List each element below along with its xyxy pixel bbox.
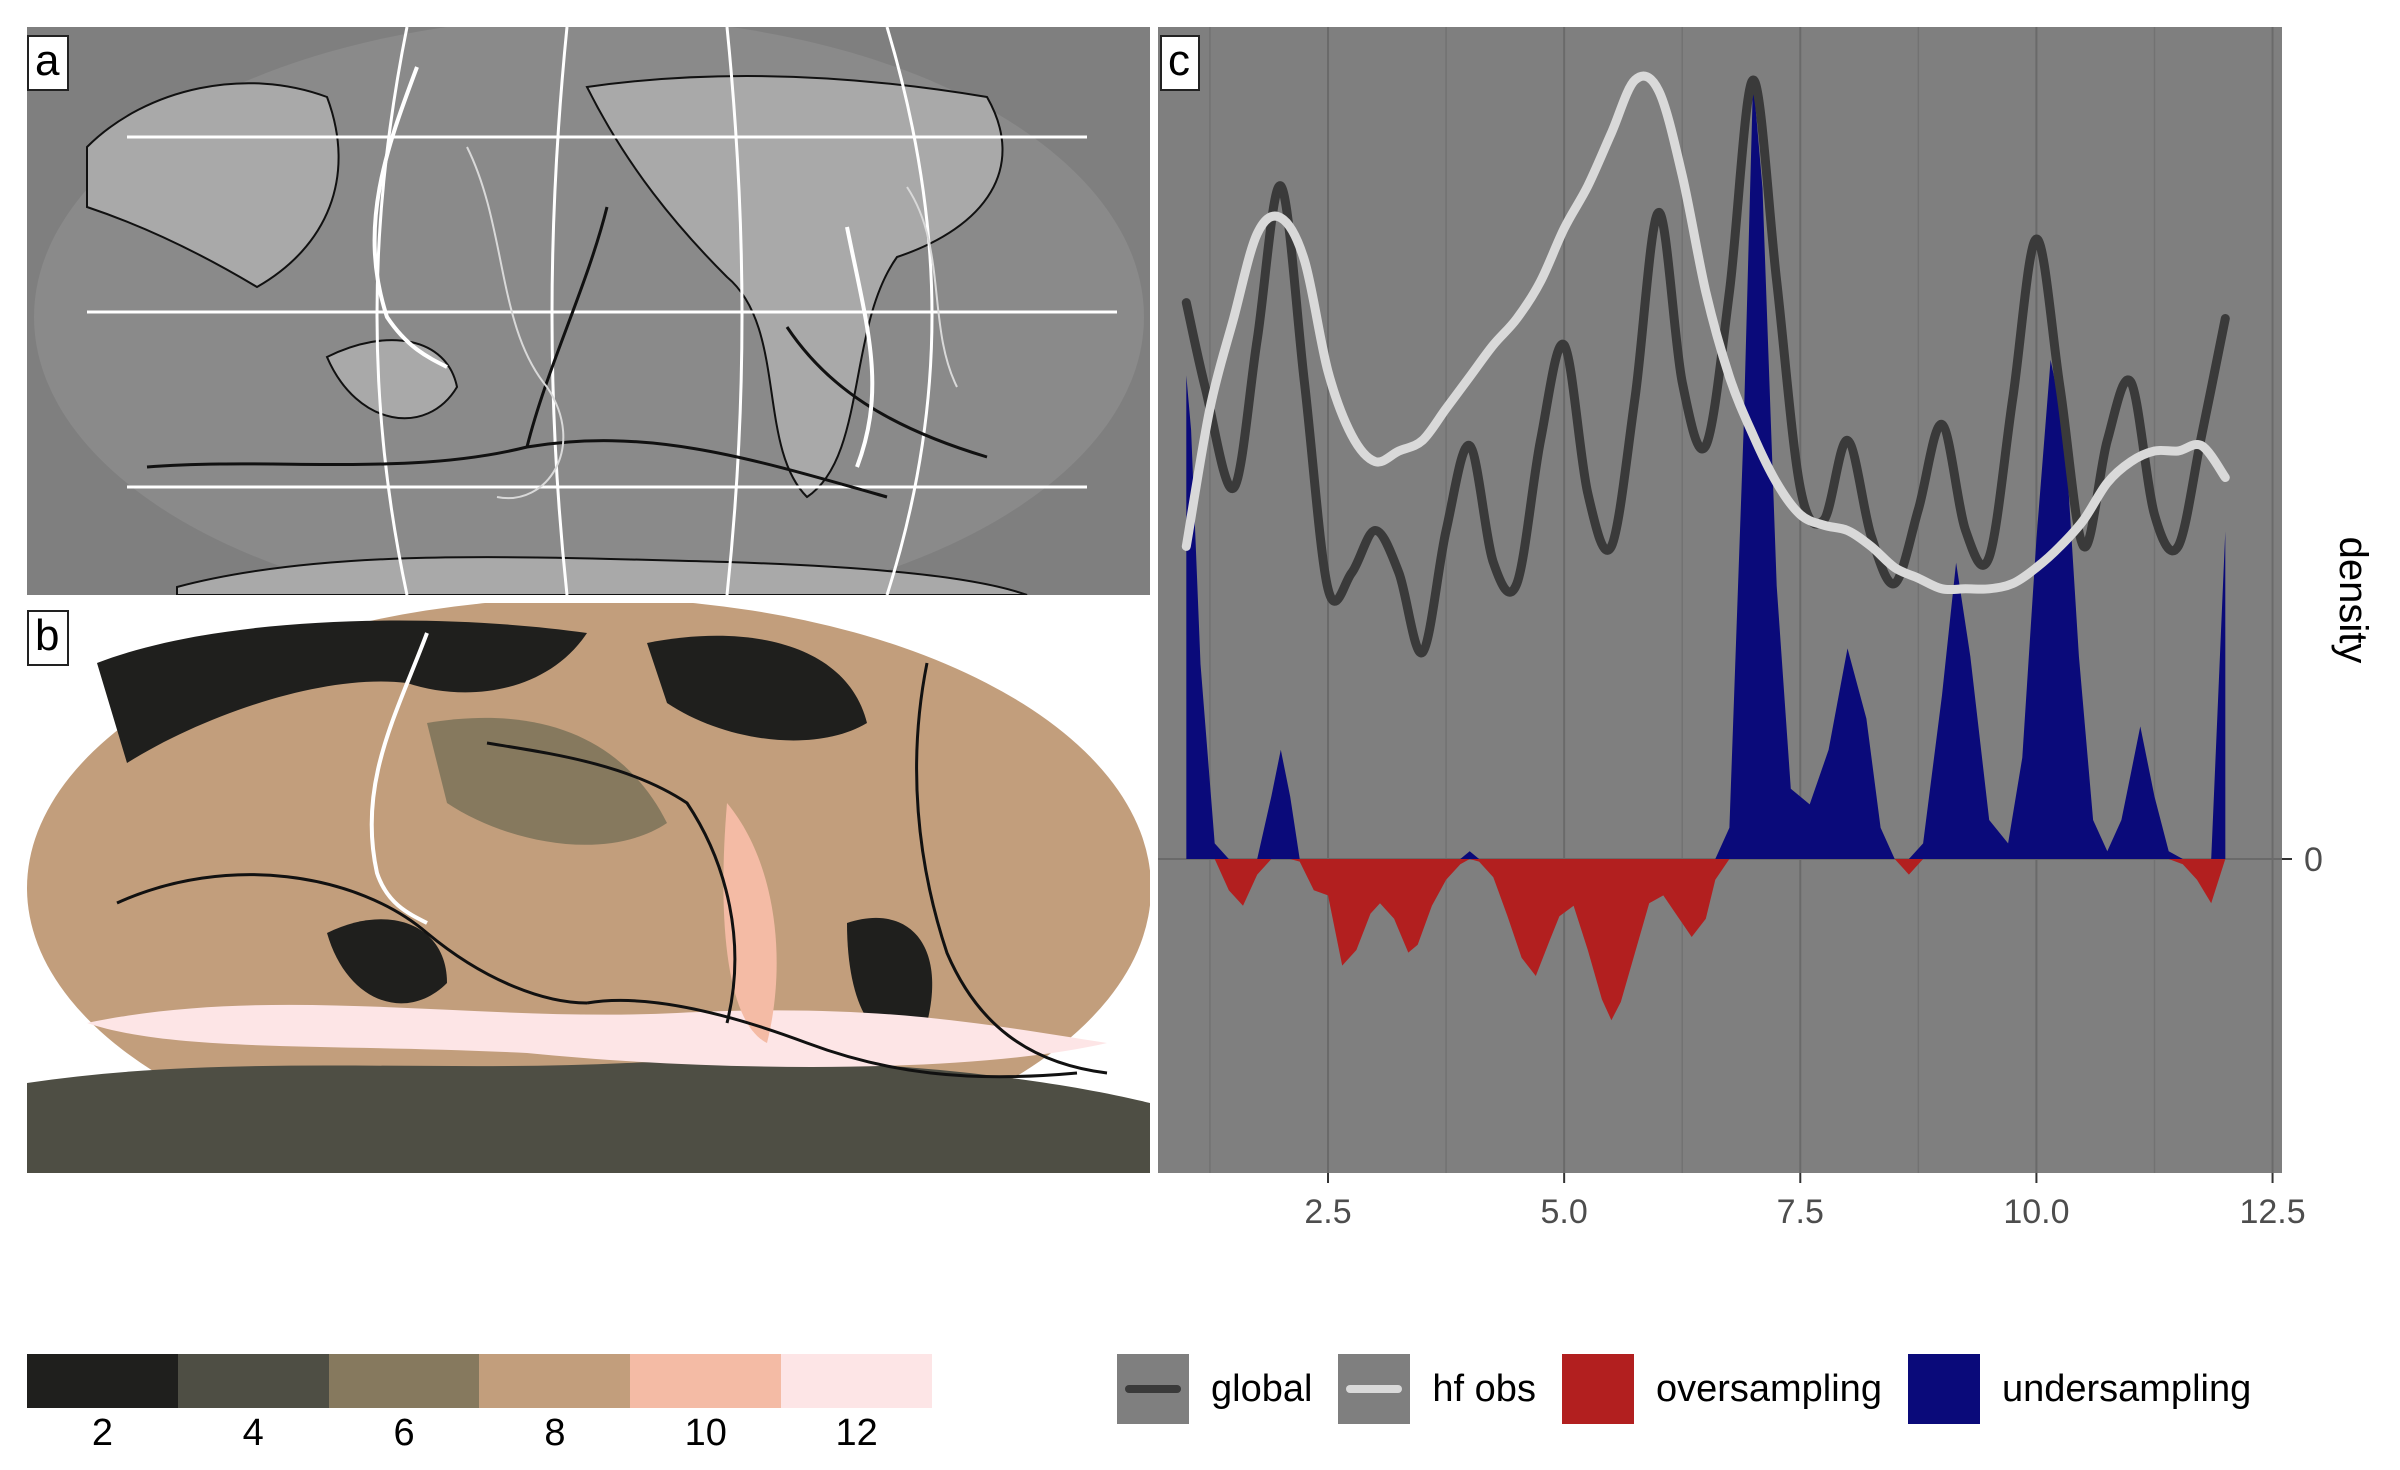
map-a-graticule xyxy=(87,27,1117,595)
map-b-region-ridge-light xyxy=(87,1004,1107,1067)
map-b-region-australia-dark xyxy=(327,919,447,1004)
y-tick-label: 0 xyxy=(2304,841,2323,879)
legend-item: oversampling xyxy=(1561,1354,1882,1424)
map-a-landmass-asia xyxy=(86,82,340,289)
legend-key xyxy=(1907,1354,1980,1424)
series-line-hf-obs xyxy=(1181,71,2230,595)
legend-item: hf obs xyxy=(1338,1354,1536,1424)
colorbar-tick-label: 8 xyxy=(544,1412,566,1454)
map-b-region-north-dark xyxy=(97,620,587,763)
map-panel-b xyxy=(27,603,1150,1173)
series-line-global xyxy=(1181,75,2230,657)
colorbar-swatch xyxy=(328,1354,480,1408)
map-a-landmass-antarctica xyxy=(176,556,1028,595)
x-tick-label: 12.5 xyxy=(2239,1193,2305,1231)
colorbar-swatch xyxy=(781,1354,932,1408)
difference-area xyxy=(1186,79,2226,1021)
map-a-graphic xyxy=(34,27,1144,595)
map-b-plate-boundaries xyxy=(116,662,1108,1079)
panel-label-b: b xyxy=(27,610,70,666)
colorbar-swatch xyxy=(27,1354,178,1408)
legend-line-swatch xyxy=(1125,1385,1181,1393)
oversampling-area xyxy=(1186,859,2226,1021)
map-b-region-south-america-dark xyxy=(847,917,933,1039)
legend-line-swatch xyxy=(1346,1385,1403,1393)
colorbar-tick-label: 4 xyxy=(242,1412,264,1454)
legend-label: undersampling xyxy=(2001,1367,2252,1410)
colorbar-tick-label: 10 xyxy=(684,1412,727,1454)
colorbar-tick-label: 2 xyxy=(91,1412,113,1454)
colorbar-swatch xyxy=(177,1354,329,1408)
undersampling-area xyxy=(1186,79,2226,859)
map-panel-a xyxy=(27,27,1150,595)
axis-ticks: 2.5 5.0 7.5 10.0 12.5 0 xyxy=(1304,841,2323,1231)
map-b-region-east-pacific-light xyxy=(723,803,777,1043)
x-tick-label: 10.0 xyxy=(2003,1193,2069,1231)
panel-label-a: a xyxy=(27,35,70,91)
legend-item: undersampling xyxy=(1907,1354,2252,1424)
map-a-landmass-australia xyxy=(325,339,459,420)
density-lines xyxy=(1181,71,2230,657)
colorbar-swatch xyxy=(479,1354,631,1408)
map-b-region-pacific-mid xyxy=(427,717,667,845)
map-a-plate-boundaries xyxy=(146,206,988,499)
legend-key xyxy=(1561,1354,1634,1424)
x-tick-label: 5.0 xyxy=(1541,1193,1588,1231)
colorbar-tick-label: 6 xyxy=(393,1412,415,1454)
map-a-landmass-americas xyxy=(585,75,1004,499)
legend-label: oversampling xyxy=(1655,1367,1882,1410)
legend-key xyxy=(1117,1354,1189,1424)
map-a-subduction-zones xyxy=(372,66,875,468)
map-b-region-north-america-dark xyxy=(647,635,867,741)
y-axis-title: density xyxy=(2331,537,2375,664)
x-tick-label: 7.5 xyxy=(1777,1193,1824,1231)
legend-fill-swatch xyxy=(1907,1354,1980,1424)
colorbar xyxy=(27,1354,932,1408)
colorbar-tick-label: 12 xyxy=(835,1412,878,1454)
legend-label: hf obs xyxy=(1432,1367,1536,1410)
density-chart: 2.5 5.0 7.5 10.0 12.5 0 density xyxy=(1158,27,2375,1231)
map-b-subduction-zones xyxy=(369,632,429,925)
map-a-contours xyxy=(466,146,958,500)
map-b-graphic xyxy=(27,603,1150,1173)
legend-item: global xyxy=(1117,1354,1312,1424)
legend-fill-swatch xyxy=(1561,1354,1634,1424)
panel-label-c: c xyxy=(1160,35,1200,91)
legend-label: global xyxy=(1211,1367,1313,1410)
legend-key xyxy=(1338,1354,1411,1424)
map-b-region-south-dark xyxy=(27,1060,1150,1173)
colorbar-swatch xyxy=(630,1354,782,1408)
plot-background xyxy=(1158,27,2282,1173)
x-tick-label: 2.5 xyxy=(1304,1193,1351,1231)
legend: global hf obs oversampling undersampling xyxy=(1117,1354,2277,1424)
